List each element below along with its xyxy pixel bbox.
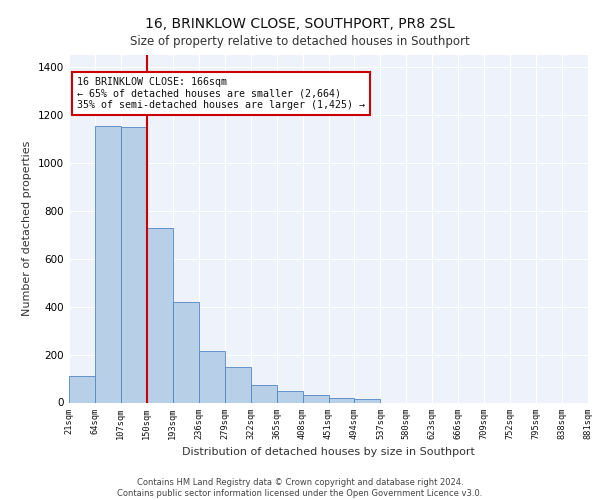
Bar xyxy=(225,366,251,402)
Bar xyxy=(147,228,173,402)
Text: Contains HM Land Registry data © Crown copyright and database right 2024.
Contai: Contains HM Land Registry data © Crown c… xyxy=(118,478,482,498)
Bar xyxy=(251,385,277,402)
Bar xyxy=(69,376,95,402)
Bar xyxy=(329,398,355,402)
Bar xyxy=(277,391,302,402)
Text: 16, BRINKLOW CLOSE, SOUTHPORT, PR8 2SL: 16, BRINKLOW CLOSE, SOUTHPORT, PR8 2SL xyxy=(145,18,455,32)
Text: Size of property relative to detached houses in Southport: Size of property relative to detached ho… xyxy=(130,35,470,48)
X-axis label: Distribution of detached houses by size in Southport: Distribution of detached houses by size … xyxy=(182,447,475,457)
Bar xyxy=(173,302,199,402)
Bar xyxy=(355,400,380,402)
Bar xyxy=(95,126,121,402)
Text: 16 BRINKLOW CLOSE: 166sqm
← 65% of detached houses are smaller (2,664)
35% of se: 16 BRINKLOW CLOSE: 166sqm ← 65% of detac… xyxy=(77,76,365,110)
Y-axis label: Number of detached properties: Number of detached properties xyxy=(22,141,32,316)
Bar xyxy=(121,128,147,402)
Bar xyxy=(199,351,224,403)
Bar xyxy=(302,395,329,402)
